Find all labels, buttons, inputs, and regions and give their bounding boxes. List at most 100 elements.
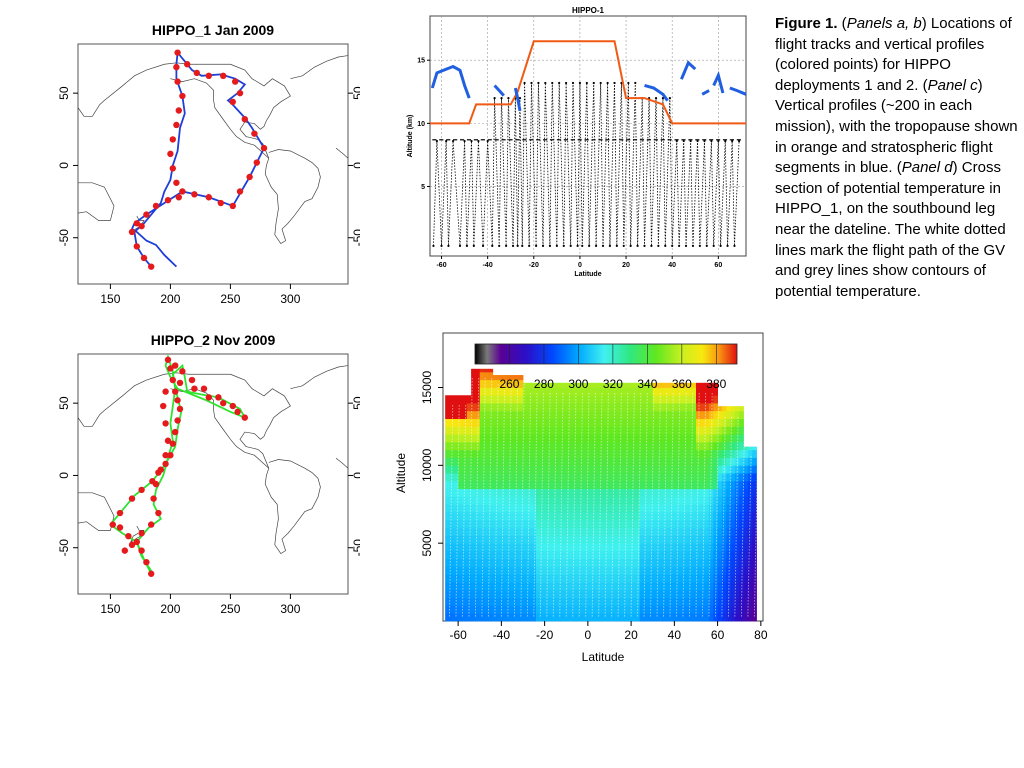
heatmap-cell — [644, 613, 649, 622]
profile-marker — [578, 81, 582, 85]
heatmap-cell — [657, 566, 662, 575]
heatmap-cell — [635, 512, 641, 521]
heatmap-cell — [583, 403, 589, 412]
heatmap-cell — [708, 558, 714, 567]
heatmap-cell — [708, 418, 714, 427]
heatmap-cell — [505, 535, 511, 544]
profile-marker — [486, 139, 489, 143]
map-frame — [77, 43, 349, 285]
heatmap-cell — [574, 382, 580, 388]
heatmap-cell — [566, 382, 571, 388]
heatmap-cell — [596, 504, 602, 513]
heatmap-cell — [531, 418, 537, 427]
heatmap-cell — [717, 519, 723, 528]
heatmap-cell — [661, 512, 667, 521]
heatmap-cell — [510, 558, 515, 567]
heatmap-cell — [574, 449, 580, 458]
heatmap-cell — [618, 512, 623, 521]
heatmap-cell — [479, 410, 485, 420]
heatmap-cell — [475, 480, 481, 490]
heatmap-cell — [618, 441, 623, 451]
heatmap-cell — [561, 512, 567, 521]
heatmap-cell — [752, 574, 757, 583]
heatmap-cell — [622, 426, 628, 435]
heatmap-cell — [721, 504, 727, 513]
heatmap-cell — [743, 512, 749, 521]
heatmap-cell — [670, 387, 675, 396]
heatmap-cell — [540, 543, 546, 552]
coastline — [77, 62, 231, 117]
y-tick-label: 0 — [57, 162, 71, 169]
heatmap-cell — [652, 395, 658, 404]
profile-point — [232, 78, 239, 85]
heatmap-cell — [730, 480, 736, 490]
heatmap-cell — [683, 582, 688, 591]
heatmap-cell — [674, 488, 680, 497]
heatmap-cell — [592, 504, 597, 513]
heatmap-cell — [574, 519, 580, 528]
heatmap-cell — [488, 371, 494, 381]
profile-point — [174, 397, 181, 404]
heatmap-cell — [579, 496, 584, 505]
colorbar-tick-label: 260 — [499, 377, 519, 391]
heatmap-cell — [544, 550, 550, 560]
heatmap-cell — [548, 480, 554, 490]
heatmap-cell — [449, 488, 455, 497]
heatmap-cell — [535, 519, 541, 528]
heatmap-cell — [726, 418, 731, 427]
heatmap-cell — [708, 387, 714, 396]
heatmap-cell — [609, 457, 615, 466]
heatmap-cell — [492, 449, 498, 458]
heatmap-cell — [726, 566, 731, 575]
heatmap-cell — [674, 426, 680, 435]
heatmap-cell — [704, 550, 710, 560]
profile-marker — [477, 139, 480, 143]
heatmap-cell — [609, 589, 615, 599]
heatmap-cell — [561, 519, 567, 528]
heatmap-cell — [445, 574, 450, 583]
heatmap-cell — [535, 395, 541, 404]
heatmap-cell — [566, 582, 571, 591]
heatmap-cell — [678, 465, 684, 474]
heatmap-cell — [501, 605, 507, 614]
heatmap-cell — [544, 473, 550, 482]
heatmap-cell — [523, 434, 528, 443]
heatmap-cell — [566, 441, 571, 451]
heatmap-cell — [683, 395, 688, 404]
heatmap-cell — [596, 434, 602, 443]
heatmap-cell — [613, 410, 619, 420]
heatmap-cell — [691, 550, 697, 560]
heatmap-cell — [687, 410, 693, 420]
heatmap-cell — [587, 589, 593, 599]
y-tick-label-right: 50 — [351, 86, 360, 100]
heatmap-cell — [618, 550, 623, 560]
heatmap-cell — [574, 589, 580, 599]
heatmap-cell — [747, 589, 753, 599]
heatmap-cell — [484, 441, 489, 451]
flight-path-dots — [617, 392, 622, 617]
heatmap-cell — [717, 566, 723, 575]
profile-point — [193, 69, 200, 77]
heatmap-cell — [631, 418, 636, 427]
heatmap-cell — [635, 597, 641, 606]
heatmap-cell — [726, 406, 731, 412]
heatmap-cell — [674, 382, 680, 388]
heatmap-cell — [505, 558, 511, 567]
heatmap-cell — [449, 589, 455, 599]
heatmap-cell — [674, 457, 680, 466]
profile-marker — [585, 81, 588, 85]
x-axis-label: Latitude — [574, 271, 601, 278]
heatmap-cell — [700, 527, 706, 536]
heatmap-cell — [596, 480, 602, 490]
heatmap-cell — [574, 457, 580, 466]
heatmap-cell — [540, 418, 546, 427]
heatmap-cell — [600, 441, 606, 451]
heatmap-cell — [514, 375, 520, 381]
heatmap-cell — [730, 426, 736, 435]
heatmap-cell — [717, 410, 723, 420]
heatmap-cell — [613, 488, 619, 497]
heatmap-cell — [553, 488, 558, 497]
heatmap-cell — [721, 480, 727, 490]
heatmap-cell — [635, 382, 641, 388]
heatmap-cell — [458, 457, 463, 466]
